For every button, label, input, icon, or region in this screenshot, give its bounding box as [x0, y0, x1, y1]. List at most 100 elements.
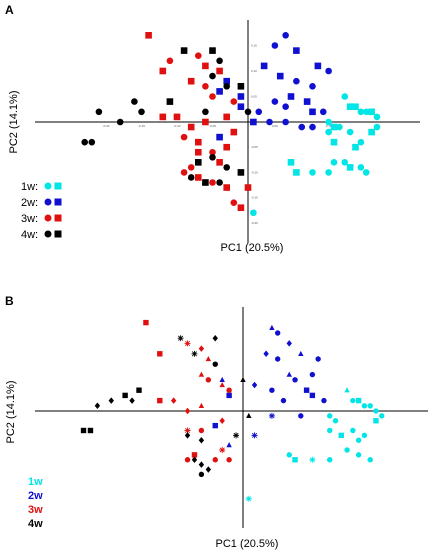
- data-point-4w: [198, 461, 205, 468]
- data-point-1w: [355, 452, 362, 458]
- data-point-4w: [88, 138, 96, 146]
- data-point-1w: [325, 169, 332, 176]
- legend-circle-1w: [44, 182, 52, 190]
- data-point-1w: [346, 128, 354, 136]
- data-point-3w: [209, 179, 216, 186]
- data-point-1w: [367, 403, 373, 409]
- data-point-2w: [321, 397, 327, 404]
- data-point-2w: [309, 83, 316, 90]
- y-tick-label: 0.05: [251, 95, 257, 99]
- data-point-3w: [180, 133, 188, 141]
- legend-square-4w: [54, 230, 62, 238]
- legend-square-1w: [54, 182, 62, 190]
- data-point-2w: [216, 88, 223, 95]
- panel-b-letter: B: [5, 294, 14, 308]
- data-point-3w: [212, 457, 218, 463]
- data-point-1w: [336, 123, 343, 131]
- data-point-2w: [282, 103, 289, 110]
- data-point-1w: [368, 108, 375, 116]
- data-point-1w: [341, 93, 349, 100]
- data-point-1w: [325, 128, 332, 136]
- series-1w: [245, 387, 385, 502]
- data-point-1w: [346, 103, 354, 110]
- legend-circle-4w: [44, 230, 52, 238]
- data-point-2w: [263, 350, 269, 358]
- data-point-1w: [350, 427, 356, 434]
- panel-a-axes: [35, 20, 420, 243]
- data-point-4w: [209, 47, 216, 54]
- data-point-4w: [198, 471, 205, 478]
- y-tick-label: -0.05: [251, 145, 258, 149]
- data-point-3w: [230, 128, 238, 136]
- data-point-3w: [244, 184, 252, 191]
- y-tick-label: 0.15: [251, 44, 257, 48]
- data-point-3w: [216, 159, 223, 166]
- data-point-1w: [327, 413, 333, 419]
- panel-b-points: [80, 319, 385, 502]
- data-point-3w: [157, 397, 163, 404]
- x-tick-label: 0.15: [326, 124, 332, 128]
- data-point-2w: [226, 392, 232, 399]
- data-point-2w: [271, 98, 279, 105]
- data-point-4w: [191, 350, 198, 357]
- panel-a-letter: A: [5, 3, 14, 17]
- data-point-2w: [286, 371, 292, 377]
- data-point-2w: [298, 413, 304, 419]
- panel-b: B PC1 (20.5%) PC2 (14.1%) 1w 2w 3w 4w: [5, 294, 428, 550]
- series-2w: [216, 32, 332, 141]
- legend-label-3w: 3w: [28, 504, 43, 516]
- data-point-3w: [187, 123, 195, 131]
- data-point-1w: [309, 169, 316, 176]
- series-4w: [80, 334, 252, 478]
- data-point-4w: [223, 83, 230, 90]
- data-point-2w: [251, 381, 258, 389]
- data-point-4w: [177, 335, 184, 342]
- data-point-4w: [246, 412, 252, 419]
- y-tick-label: -0.20: [251, 221, 258, 225]
- data-point-2w: [293, 47, 300, 54]
- data-point-3w: [230, 98, 238, 105]
- data-point-3w: [195, 148, 202, 156]
- data-point-4w: [184, 432, 191, 439]
- data-point-2w: [280, 397, 287, 404]
- data-point-2w: [226, 442, 232, 448]
- data-point-4w: [195, 159, 202, 166]
- data-point-1w: [293, 169, 300, 176]
- data-point-3w: [198, 345, 205, 352]
- data-point-3w: [219, 382, 225, 388]
- data-point-1w: [352, 103, 359, 110]
- data-point-3w: [223, 113, 230, 121]
- data-point-3w: [187, 164, 195, 171]
- data-point-4w: [212, 361, 218, 367]
- data-point-2w: [303, 387, 310, 393]
- legend-circle-3w: [44, 214, 52, 222]
- data-point-2w: [255, 108, 263, 116]
- data-point-1w: [373, 408, 379, 414]
- data-point-1w: [338, 432, 344, 439]
- data-point-1w: [330, 159, 338, 166]
- data-point-2w: [276, 72, 284, 80]
- data-point-1w: [330, 138, 338, 146]
- legend-circle-2w: [44, 198, 52, 206]
- legend-label-4w: 4w:: [21, 229, 38, 241]
- data-point-4w: [205, 466, 212, 473]
- data-point-2w: [250, 118, 257, 126]
- data-point-3w: [180, 169, 188, 176]
- data-point-1w: [344, 447, 350, 453]
- data-point-4w: [94, 402, 101, 410]
- data-point-1w: [325, 118, 332, 126]
- legend-square-3w: [54, 214, 62, 222]
- data-point-2w: [260, 62, 268, 70]
- data-point-4w: [108, 397, 114, 404]
- data-point-4w: [198, 437, 205, 444]
- data-point-3w: [202, 118, 209, 126]
- data-point-3w: [184, 427, 191, 434]
- data-point-2w: [282, 32, 289, 39]
- series-2w: [212, 324, 327, 448]
- data-point-1w: [368, 128, 375, 136]
- data-point-4w: [131, 98, 138, 105]
- data-point-4w: [209, 153, 216, 161]
- data-point-4w: [216, 179, 223, 186]
- data-point-3w: [209, 93, 216, 100]
- data-point-4w: [95, 108, 103, 116]
